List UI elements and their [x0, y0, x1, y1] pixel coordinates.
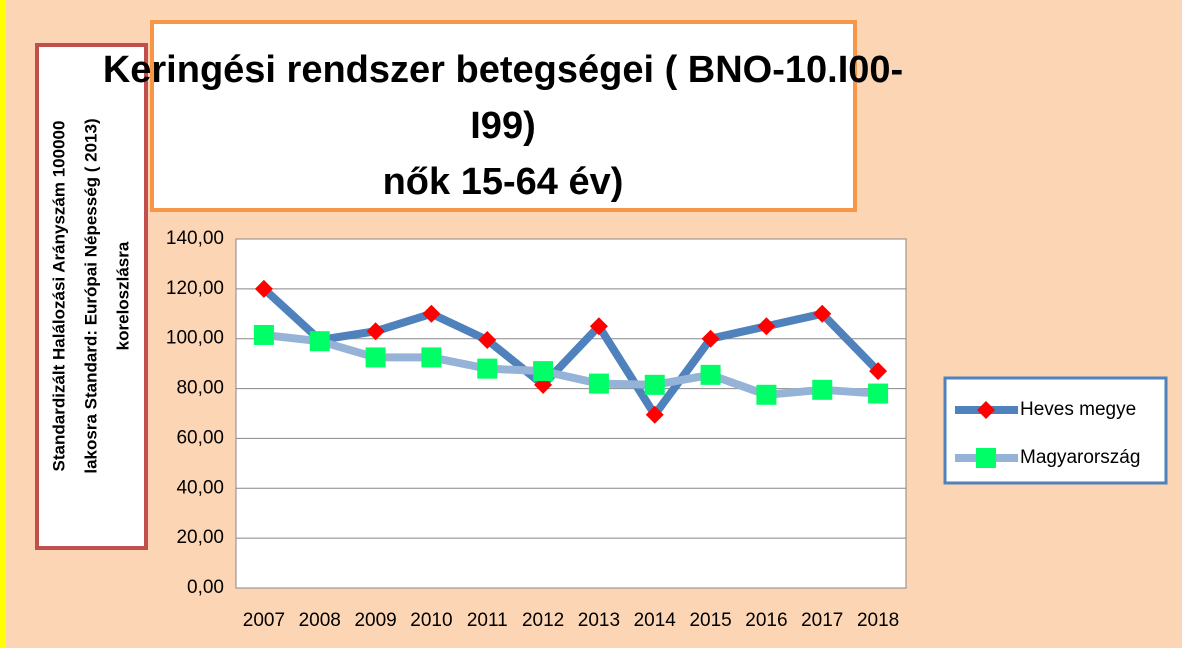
- chart-title: Keringési rendszer betegségei ( BNO-10.I…: [103, 49, 903, 91]
- chart-title: I99): [470, 105, 535, 147]
- x-tick-label: 2018: [857, 610, 899, 631]
- plot-area: [235, 238, 907, 589]
- data-point: [254, 279, 273, 298]
- x-tick-label: 2016: [745, 610, 787, 631]
- y-tick-label: 120,00: [166, 278, 224, 299]
- y-tick-label: 0,00: [187, 577, 224, 598]
- y-label-box: [35, 43, 148, 550]
- y-tick-label: 40,00: [176, 477, 224, 498]
- data-point: [253, 324, 274, 345]
- series-line: [261, 285, 881, 419]
- x-tick-label: 2009: [354, 610, 396, 631]
- data-point: [868, 383, 889, 404]
- x-tick-label: 2013: [578, 610, 620, 631]
- data-point: [757, 317, 776, 336]
- y-axis-label: Standardizált Halálozási Arányszám 10000…: [49, 121, 68, 472]
- y-axis-label: lakosra Standard: Európai Népesség ( 201…: [81, 118, 100, 473]
- x-tick-label: 2010: [410, 610, 452, 631]
- data-point: [588, 373, 609, 394]
- y-tick-label: 100,00: [166, 328, 224, 349]
- left-border: [0, 0, 6, 648]
- legend-label: Heves megye: [1020, 399, 1136, 420]
- data-point: [533, 361, 554, 382]
- data-point: [869, 362, 888, 381]
- x-tick-label: 2012: [522, 610, 564, 631]
- chart-title: nők 15-64 év): [383, 161, 624, 203]
- data-point: [701, 329, 720, 348]
- data-point: [478, 330, 497, 349]
- x-tick-label: 2017: [801, 610, 843, 631]
- data-point: [366, 322, 385, 341]
- x-tick-label: 2007: [243, 610, 285, 631]
- data-point: [645, 405, 664, 424]
- y-axis-label: koreloszlásra: [113, 241, 132, 350]
- data-point: [589, 317, 608, 336]
- data-point: [812, 379, 833, 400]
- y-tick-label: 80,00: [176, 378, 224, 399]
- x-tick-label: 2011: [467, 610, 508, 631]
- data-point: [477, 358, 498, 379]
- legend-marker: [977, 401, 995, 419]
- x-tick-label: 2014: [634, 610, 677, 631]
- data-point: [756, 384, 777, 405]
- y-tick-label: 60,00: [176, 427, 224, 448]
- y-tick-label: 140,00: [166, 228, 224, 249]
- data-point: [644, 374, 665, 395]
- x-tick-label: 2015: [689, 610, 731, 631]
- data-point: [813, 304, 832, 323]
- data-point: [422, 304, 441, 323]
- y-tick-label: 20,00: [176, 527, 224, 548]
- data-point: [421, 347, 442, 368]
- title-box: [150, 20, 857, 212]
- data-point: [309, 331, 330, 352]
- legend-marker: [976, 448, 996, 468]
- data-point: [365, 347, 386, 368]
- legend-label: Magyarország: [1020, 447, 1140, 468]
- x-tick-label: 2008: [299, 610, 341, 631]
- data-point: [700, 364, 721, 385]
